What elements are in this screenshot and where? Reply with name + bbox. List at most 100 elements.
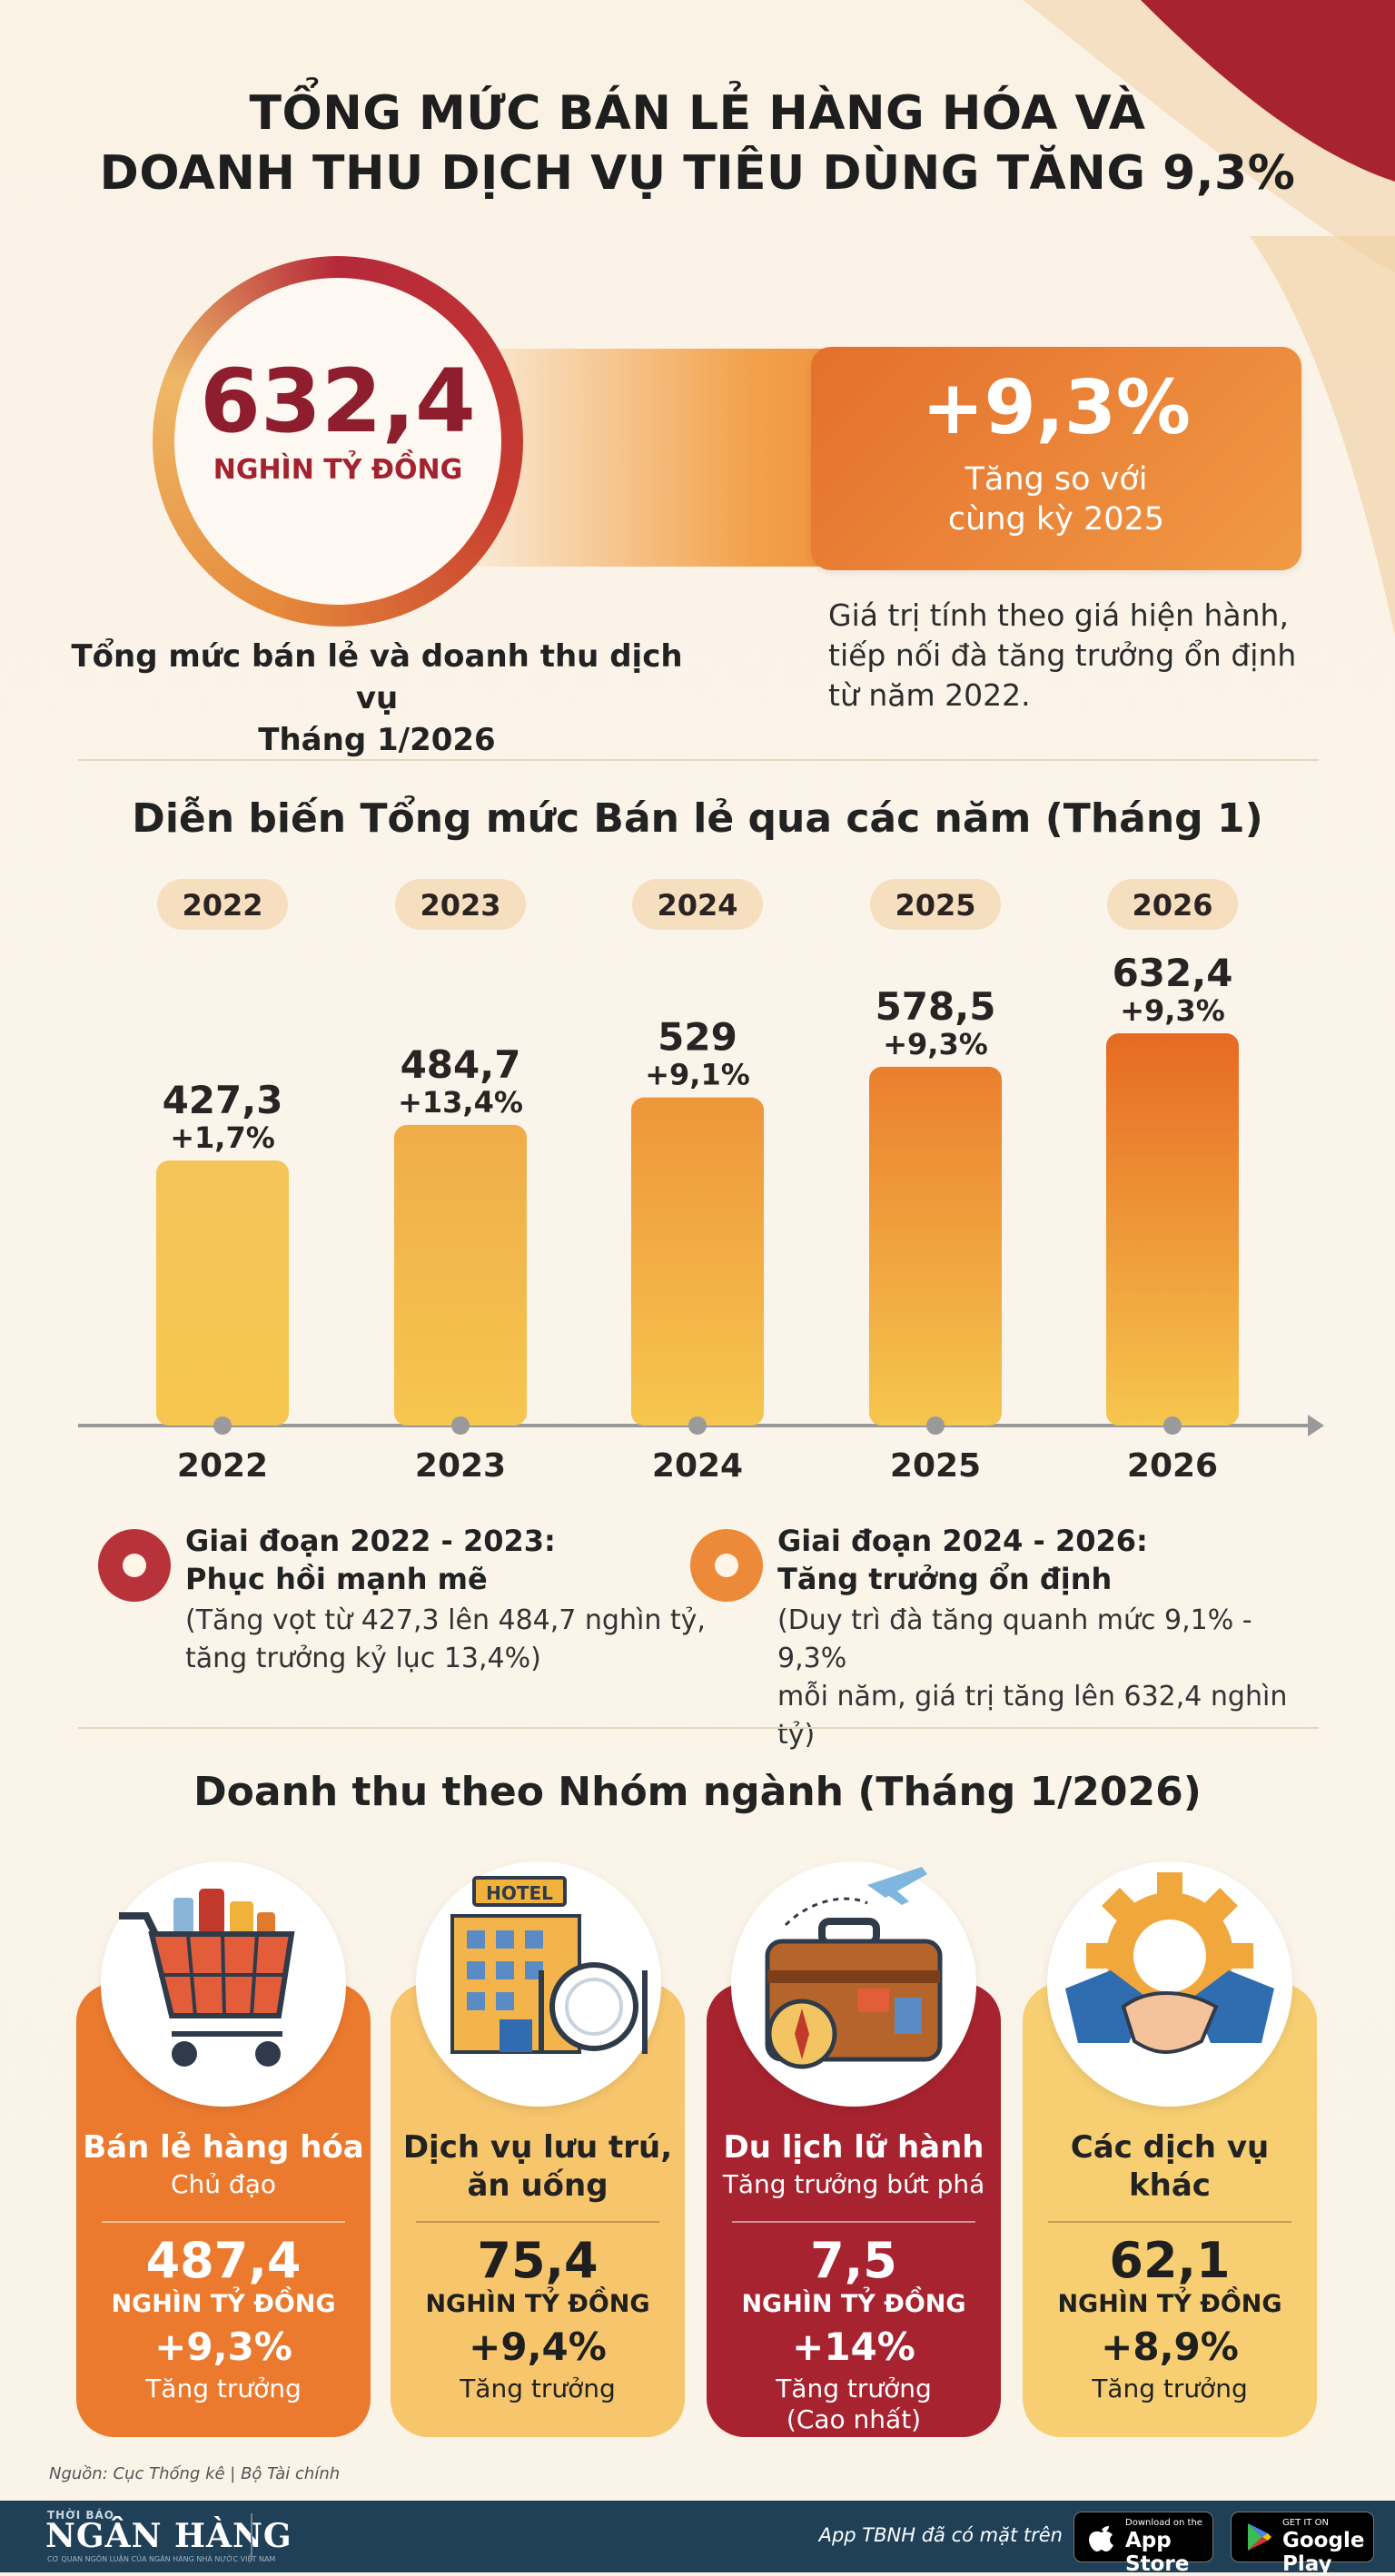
handshake-gear-icon [1047,1861,1292,2107]
bar-2023 [394,1124,527,1426]
total-value: 632,4 [200,350,476,452]
sector-name: Dịch vụ lưu trú, ăn uống [391,2128,685,2205]
sector-card-travel: Du lịch lữ hành Tăng trưởng bứt phá 7,5 … [707,1983,1001,2437]
axis-dot [688,1416,707,1435]
bar-growth-label: +9,3% [1120,993,1225,1028]
logo-wordmark: NGÂN HÀNG [45,2517,292,2555]
bar-value-label: 578,5 [876,984,996,1029]
stage-heading: Giai đoạn 2024 - 2026: Tăng trưởng ổn đị… [777,1522,1148,1598]
x-tick-label: 2023 [415,1447,506,1485]
total-label-line-2: Tháng 1/2026 [258,722,496,758]
card-rule [1048,2221,1291,2223]
app-store-small: Download on the [1125,2518,1202,2528]
stage-body-line-1: (Duy trì đà tăng quanh mức 9,1% - 9,3% [777,1604,1252,1674]
sector-name: Du lịch lữ hành [707,2128,1001,2166]
x-tick-label: 2026 [1127,1447,1218,1485]
bar-growth-label: +9,3% [883,1027,988,1061]
sector-value: 62,1 [1109,2232,1231,2289]
sector-unit: NGHÌN TỶ ĐỒNG [425,2290,650,2318]
card-rule [416,2221,659,2223]
sector-subtitle: Tăng trưởng bứt phá [722,2169,985,2199]
stage-body-line-2: tăng trưởng kỷ lục 13,4%) [185,1643,541,1674]
sector-value: 75,4 [477,2232,599,2289]
year-pill-label: 2022 [182,888,262,923]
growth-desc-line-2: cùng kỳ 2025 [947,501,1165,538]
bar-growth-label: +1,7% [170,1120,275,1155]
year-pill-2023 [395,879,526,930]
total-ring [153,256,523,627]
google-play-button[interactable]: GET IT ON Google Play [1231,2512,1374,2576]
google-play-label: Google Play [1282,2529,1365,2576]
sector-name: Bán lẻ hàng hóa [76,2128,371,2166]
stage-body-line-2: mỗi năm, giá trị tăng lên 632,4 nghìn tỷ… [777,1681,1288,1751]
sector-name-line: ăn uống [467,2167,608,2204]
google-play-small: GET IT ON [1282,2518,1329,2528]
x-axis-arrow-icon [1308,1415,1324,1436]
x-tick-label: 2025 [890,1447,981,1485]
sector-growth-label: Tăng trưởng [1023,2374,1317,2404]
page-title: TỔNG MỨC BÁN LẺ HÀNG HÓA VÀ DOANH THU DỊ… [0,84,1395,203]
svg-text:HOTEL: HOTEL [486,1882,553,1904]
sector-card-retail: Bán lẻ hàng hóa Chủ đạo 487,4 NGHÌN TỶ Đ… [76,1983,371,2437]
sector-name-line: Dịch vụ lưu trú, [402,2129,673,2166]
sector-subtitle: Chủ đạo [170,2169,276,2199]
year-pill-label: 2026 [1132,888,1212,923]
stage-heading: Giai đoạn 2022 - 2023: Phục hồi mạnh mẽ [185,1522,556,1598]
sector-name: Các dịch vụ khác [1023,2128,1317,2205]
sector-growth: +14% [792,2324,915,2369]
source-note: Nguồn: Cục Thống kê | Bộ Tài chính [49,2464,341,2483]
stage-marker-icon [690,1529,763,1602]
bar-value-label: 529 [658,1015,737,1060]
year-pill-label: 2023 [420,888,500,923]
bar-value-label: 632,4 [1113,951,1233,995]
logo-small-text: THỜI BÁO [47,2509,114,2522]
shopping-cart-icon [101,1861,346,2107]
stage-body: (Tăng vọt từ 427,3 lên 484,7 nghìn tỷ, t… [185,1602,721,1678]
bar-value-label: 484,7 [401,1042,521,1087]
note-line-1: Giá trị tính theo giá hiện hành, [828,597,1289,633]
total-label: Tổng mức bán lẻ và doanh thu dịch vụ Thá… [54,636,699,761]
app-store-button[interactable]: Download on the App Store [1073,2512,1213,2576]
year-pill-2024 [632,879,763,930]
app-store-label: App Store [1125,2529,1190,2576]
trend-section-title: Diễn biến Tổng mức Bán lẻ qua các năm (T… [132,795,1263,842]
growth-desc-line-1: Tăng so với [965,461,1148,498]
apple-icon [1089,2526,1113,2551]
stage-heading-line-1: Giai đoạn 2024 - 2026: [777,1524,1148,1558]
sector-name-line: Du lịch lữ hành [723,2129,984,2166]
x-tick-label: 2022 [177,1447,268,1485]
stage-heading-line-2: Tăng trưởng ổn định [777,1562,1113,1596]
bar-2025 [869,1066,1002,1426]
sector-unit: NGHÌN TỶ ĐỒNG [1057,2290,1282,2318]
hotel-dining-icon: HOTEL [416,1861,661,2107]
card-rule [102,2221,345,2223]
sector-growth-label: Tăng trưởng (Cao nhất) [707,2374,1001,2435]
logo-tagline: CƠ QUAN NGÔN LUẬN CỦA NGÂN HÀNG NHÀ NƯỚC… [47,2555,276,2563]
travel-suitcase-icon [731,1861,976,2107]
bar-value-label: 427,3 [163,1078,283,1122]
sector-value: 487,4 [145,2232,302,2289]
sector-growth-label: Tăng trưởng [391,2374,685,2404]
axis-dot [1163,1416,1182,1435]
sector-growth-label-line: Tăng trưởng [145,2374,302,2403]
sector-unit: NGHÌN TỶ ĐỒNG [741,2290,966,2318]
sector-growth-label-line: Tăng trưởng [460,2374,616,2403]
app-availability-text: App TBNH đã có mặt trên [818,2524,1063,2546]
sector-value: 7,5 [810,2232,897,2289]
axis-dot [451,1416,470,1435]
valuation-note: Giá trị tính theo giá hiện hành, tiếp nố… [828,596,1337,716]
year-pill-2025 [870,879,1001,930]
note-line-3: từ năm 2022. [828,677,1031,713]
stage-marker-icon [98,1529,171,1602]
growth-box [811,347,1301,570]
sector-growth: +9,3% [154,2324,292,2369]
sector-growth-label-line: Tăng trưởng [1092,2374,1248,2403]
sector-growth: +9,4% [469,2324,607,2369]
sector-growth: +8,9% [1101,2324,1239,2369]
stage-body: (Duy trì đà tăng quanh mức 9,1% - 9,3% m… [777,1602,1313,1754]
year-pill-2026 [1107,879,1238,930]
axis-dot [926,1416,945,1435]
google-play-icon [1248,2523,1271,2551]
card-rule [732,2221,975,2223]
year-pill-2022 [157,879,288,930]
